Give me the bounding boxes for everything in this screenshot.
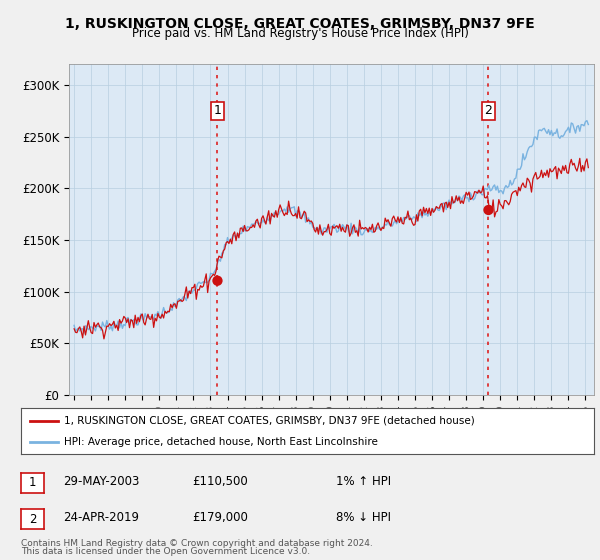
Point (484, 206, 493, 214)
Text: 24-APR-2019: 24-APR-2019 (63, 511, 139, 524)
Text: £179,000: £179,000 (192, 511, 248, 524)
Text: HPI: Average price, detached house, North East Lincolnshire: HPI: Average price, detached house, Nort… (64, 437, 378, 447)
Text: 2: 2 (29, 513, 36, 526)
Text: 1% ↑ HPI: 1% ↑ HPI (336, 475, 391, 488)
Text: £110,500: £110,500 (192, 475, 248, 488)
Text: Contains HM Land Registry data © Crown copyright and database right 2024.: Contains HM Land Registry data © Crown c… (21, 539, 373, 548)
Text: 2: 2 (485, 104, 493, 117)
Point (212, 276, 222, 285)
Text: 1: 1 (29, 477, 36, 489)
Text: Price paid vs. HM Land Registry's House Price Index (HPI): Price paid vs. HM Land Registry's House … (131, 27, 469, 40)
Text: 1, RUSKINGTON CLOSE, GREAT COATES, GRIMSBY, DN37 9FE: 1, RUSKINGTON CLOSE, GREAT COATES, GRIMS… (65, 17, 535, 31)
Text: This data is licensed under the Open Government Licence v3.0.: This data is licensed under the Open Gov… (21, 547, 310, 556)
Text: 1, RUSKINGTON CLOSE, GREAT COATES, GRIMSBY, DN37 9FE (detached house): 1, RUSKINGTON CLOSE, GREAT COATES, GRIMS… (64, 416, 475, 426)
Text: 1: 1 (214, 104, 221, 117)
Text: 8% ↓ HPI: 8% ↓ HPI (336, 511, 391, 524)
Text: 29-MAY-2003: 29-MAY-2003 (63, 475, 139, 488)
